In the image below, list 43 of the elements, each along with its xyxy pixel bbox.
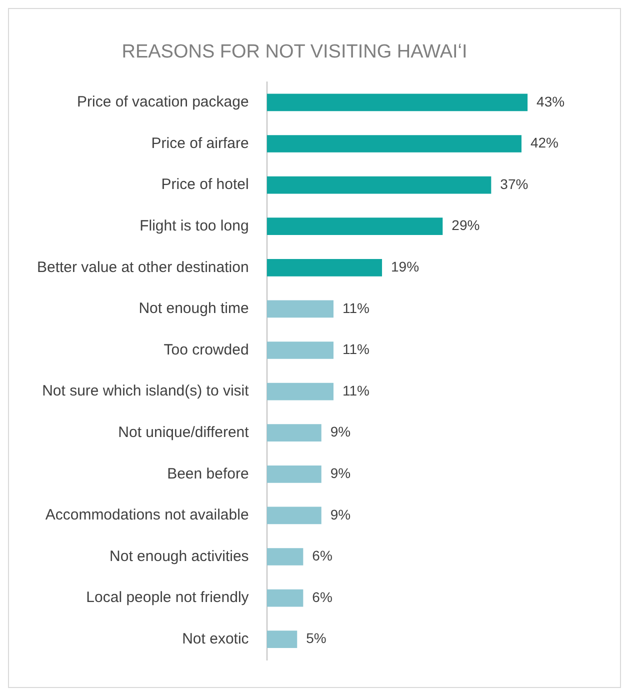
bar	[266, 589, 304, 607]
bar	[266, 630, 298, 648]
data-label: 9%	[330, 465, 351, 482]
bar	[266, 548, 304, 566]
bar	[266, 135, 522, 152]
data-label: 37%	[500, 176, 528, 192]
y-tick-label: Better value at other destination	[36, 258, 249, 276]
bar	[266, 176, 492, 194]
bar	[266, 218, 443, 236]
data-label: 29%	[452, 217, 480, 234]
data-label: 9%	[330, 424, 351, 440]
data-label: 6%	[312, 588, 332, 605]
y-tick-label: Price of vacation package	[77, 94, 249, 111]
bar	[266, 342, 334, 359]
y-tick-label: Been before	[167, 465, 249, 482]
bar	[266, 506, 322, 524]
data-label: 42%	[530, 134, 559, 151]
y-tick-label: Flight is too long	[140, 217, 249, 234]
y-tick-label: Price of hotel	[161, 176, 249, 194]
y-tick-label: Not sure which island(s) to visit	[42, 382, 250, 400]
y-tick-label: Accommodations not available	[45, 506, 249, 524]
y-tick-label: Price of airfare	[151, 134, 249, 152]
y-tick-label: Local people not friendly	[86, 589, 250, 606]
bar	[266, 300, 334, 318]
y-tick-label: Too crowded	[164, 341, 249, 358]
bar	[266, 94, 528, 112]
bar	[266, 424, 322, 442]
data-label: 11%	[342, 300, 370, 316]
data-label: 43%	[536, 93, 565, 110]
data-label: 11%	[342, 382, 370, 398]
y-tick-label: Not enough activities	[110, 548, 249, 565]
data-label: 9%	[330, 506, 351, 522]
y-tick-label: Not enough time	[138, 300, 249, 318]
chart-title: REASONS FOR NOT VISITING HAWAIʻI	[122, 42, 468, 63]
bar	[266, 465, 322, 483]
bar	[266, 258, 382, 276]
data-label: 11%	[342, 341, 370, 358]
bar	[266, 382, 334, 400]
data-label: 19%	[391, 258, 420, 275]
data-label: 5%	[306, 630, 326, 646]
y-tick-label: Not unique/different	[118, 424, 250, 441]
y-tick-label: Not exotic	[182, 630, 250, 648]
data-label: 6%	[312, 548, 332, 564]
